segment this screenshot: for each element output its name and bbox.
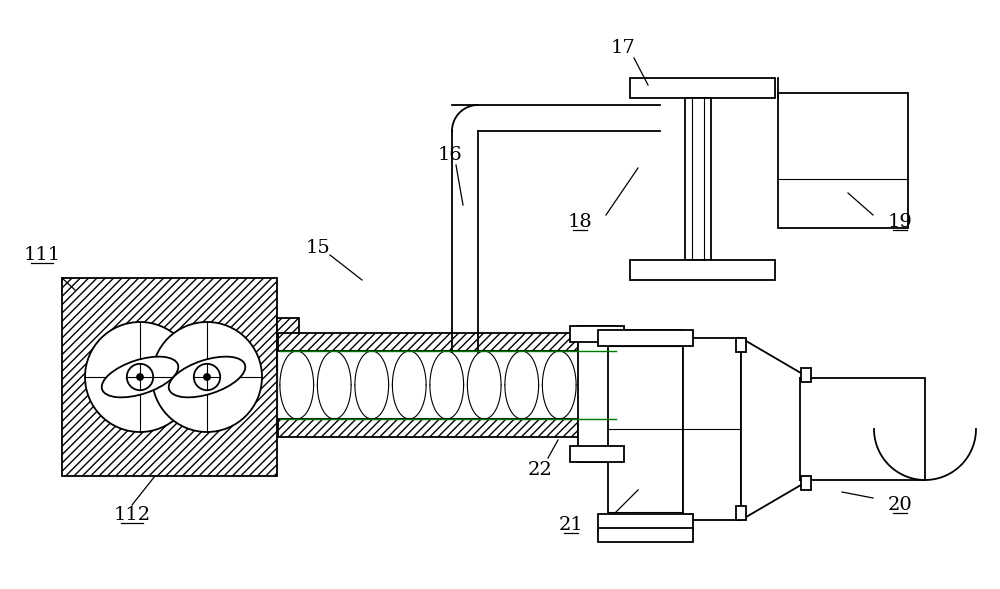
Bar	[578, 326, 616, 462]
Ellipse shape	[102, 356, 178, 398]
Bar	[62, 278, 277, 476]
Circle shape	[152, 322, 262, 432]
Text: 19: 19	[888, 213, 912, 231]
Bar	[736, 338, 746, 352]
Text: 16: 16	[438, 146, 462, 164]
Bar	[801, 476, 811, 490]
Text: 111: 111	[23, 246, 61, 264]
Bar	[598, 330, 693, 346]
Text: 22: 22	[528, 461, 552, 479]
Bar	[598, 514, 693, 530]
Bar	[778, 93, 908, 228]
Text: 18: 18	[568, 213, 592, 231]
Circle shape	[194, 364, 220, 390]
Bar	[736, 506, 746, 520]
Bar	[685, 98, 711, 260]
Bar	[278, 333, 578, 351]
Bar	[630, 260, 775, 280]
Text: 17: 17	[611, 39, 635, 57]
Text: 112: 112	[113, 506, 151, 524]
Bar	[683, 338, 741, 520]
Ellipse shape	[169, 356, 245, 398]
Circle shape	[137, 374, 143, 380]
Bar	[800, 378, 925, 480]
Text: 21: 21	[559, 516, 583, 534]
Bar	[801, 368, 811, 382]
Circle shape	[85, 322, 195, 432]
Bar	[278, 419, 578, 437]
Text: 20: 20	[888, 496, 912, 514]
Circle shape	[204, 374, 210, 380]
Text: 15: 15	[306, 239, 330, 257]
Bar	[278, 351, 578, 419]
Bar	[598, 528, 693, 542]
Bar	[570, 446, 624, 462]
Bar	[570, 326, 624, 342]
Bar	[608, 330, 683, 528]
Polygon shape	[741, 338, 806, 520]
Bar	[277, 318, 299, 370]
Circle shape	[127, 364, 153, 390]
Bar	[630, 78, 775, 98]
